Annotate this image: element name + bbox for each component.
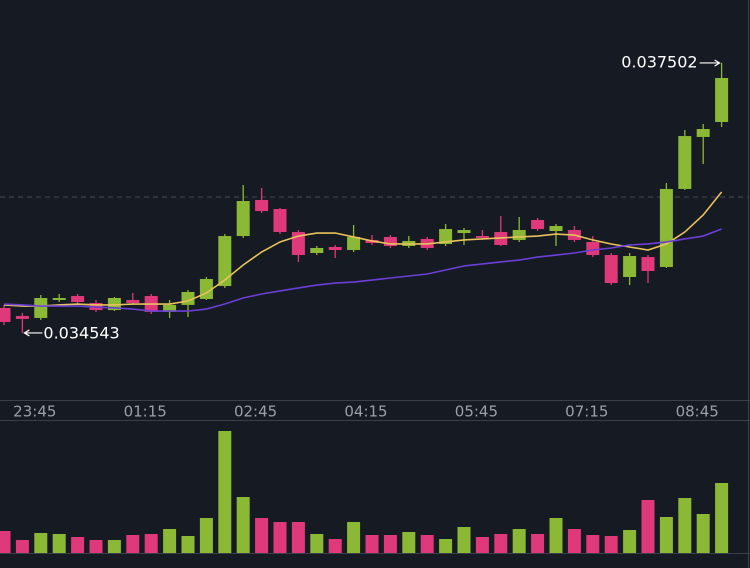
volume-bar — [89, 540, 103, 553]
volume-bar — [71, 537, 85, 553]
candle-body — [696, 129, 710, 137]
candle-body — [549, 226, 563, 232]
moving-average-line — [3, 228, 722, 312]
volume-bar — [52, 534, 66, 553]
x-tick-label: 05:45 — [455, 403, 498, 421]
candle-body — [310, 247, 324, 254]
x-tick-label: 01:15 — [124, 403, 167, 421]
candle-body — [439, 229, 453, 244]
volume-bar — [659, 517, 673, 553]
candle-body — [71, 295, 85, 303]
volume-bar — [163, 529, 177, 553]
volume-bar — [586, 535, 600, 553]
volume-bar — [567, 529, 581, 553]
volume-bar — [696, 514, 710, 553]
volume-bar — [512, 529, 526, 553]
candle-body — [586, 241, 600, 256]
candle-body — [347, 236, 361, 250]
volume-bar — [328, 539, 342, 553]
volume-bar — [402, 532, 416, 553]
volume-bar — [107, 540, 121, 553]
volume-bar — [310, 534, 324, 553]
candle-body — [52, 297, 66, 300]
candle-body — [163, 304, 177, 312]
volume-bar — [181, 536, 195, 553]
volume-bar — [144, 534, 158, 553]
candle-body — [512, 230, 526, 240]
candle-body — [641, 257, 655, 271]
volume-bar — [273, 522, 287, 553]
candle-body — [218, 236, 232, 287]
candle-body — [273, 209, 287, 233]
volume-bar — [439, 539, 453, 553]
candle-body — [255, 200, 269, 212]
volume-bar — [383, 535, 397, 553]
candle-body — [328, 246, 342, 250]
x-tick-label: 07:15 — [565, 403, 608, 421]
volume-bar — [236, 497, 250, 553]
volume-bar — [199, 518, 213, 553]
candle-body — [236, 201, 250, 237]
candle-body — [0, 307, 11, 322]
volume-bar — [255, 518, 269, 553]
candle-body — [15, 315, 29, 319]
volume-bar — [365, 535, 379, 553]
high-arrow — [699, 59, 721, 67]
volume-bar — [218, 431, 232, 553]
candle-body — [383, 236, 397, 246]
volume-bar — [291, 522, 305, 553]
volume-bar — [0, 531, 11, 553]
candle-body — [715, 78, 729, 122]
volume-bar — [475, 537, 489, 553]
x-tick-label: 23:45 — [13, 403, 56, 421]
low-label: 0.034543 — [43, 323, 119, 342]
volume-bar — [420, 535, 434, 553]
x-tick-label: 08:45 — [676, 403, 719, 421]
volume-bar — [347, 522, 361, 553]
volume-bar — [549, 518, 563, 553]
volume-bar — [494, 534, 508, 553]
volume-bar — [623, 530, 637, 553]
volume-bar — [531, 534, 545, 553]
candle-body — [457, 230, 471, 234]
volume-bar — [604, 536, 618, 553]
volume-bar — [715, 483, 729, 553]
volume-bar — [15, 540, 29, 553]
x-tick-label: 02:45 — [234, 403, 277, 421]
volume-bar — [678, 498, 692, 553]
candle-body — [126, 300, 140, 304]
candle-body — [475, 236, 489, 238]
candle-body — [623, 256, 637, 278]
candle-body — [531, 219, 545, 230]
volume-bar — [457, 527, 471, 553]
volume-bar — [126, 535, 140, 553]
candle-body — [659, 188, 673, 267]
candle-body — [34, 297, 48, 318]
high-label: 0.037502 — [621, 52, 697, 71]
moving-average-line — [3, 191, 723, 307]
x-tick-label: 04:15 — [344, 403, 387, 421]
low-arrow — [23, 329, 43, 337]
candle-body — [604, 255, 618, 284]
candle-body — [678, 136, 692, 189]
volume-bar — [34, 533, 48, 553]
volume-bar — [641, 500, 655, 553]
